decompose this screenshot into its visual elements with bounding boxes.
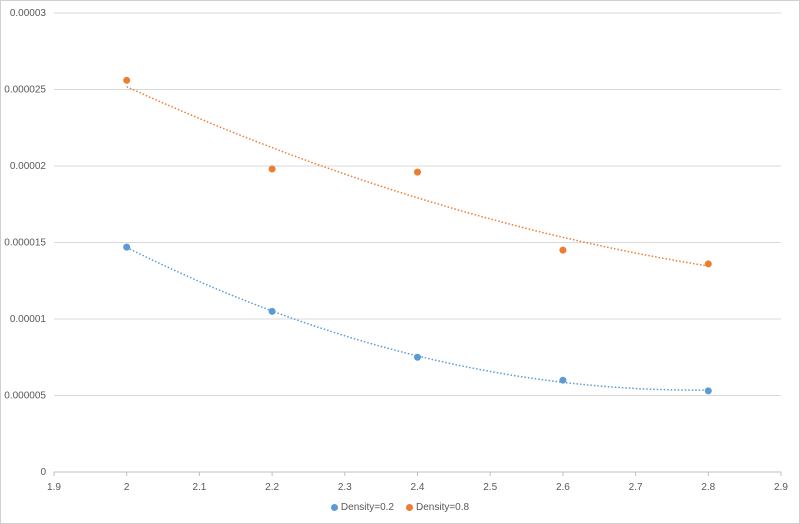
legend-label-series-1: Density=0.2 [340,502,394,513]
axes [53,471,782,476]
legend-marker-series-1 [330,504,338,511]
x-tick-label: 2.7 [629,482,643,493]
x-tick-label: 2.2 [265,482,279,493]
x-tick-label: 2.6 [556,482,570,493]
x-tick-label: 2.8 [701,482,715,493]
y-tick-label: 0.00002 [10,161,47,172]
legend-item-series-2[interactable]: Density=0.8 [406,502,469,513]
x-tick-label: 2.5 [483,482,497,493]
data-point-series-1[interactable] [414,353,421,361]
data-point-series-2[interactable] [123,76,131,84]
y-tick-label: 0.000015 [4,238,46,249]
y-axis-tick-labels: 0 0.000005 0.00001 0.000015 0.00002 0.000025 0… [4,8,46,478]
y-tick-label: 0.000005 [4,391,46,402]
data-point-series-1[interactable] [268,307,276,315]
x-axis-tick-labels: 1.9 2 2.1 2.2 2.3 2.4 2.5 2.6 2.7 2.8 2.9 [47,482,788,493]
x-tick-label: 2.3 [338,482,352,493]
y-tick-label: 0.000025 [4,85,46,96]
y-tick-label: 0.00003 [10,8,47,19]
legend-label-series-2: Density=0.8 [416,502,470,513]
y-tick-label: 0 [40,467,46,478]
data-point-series-2[interactable] [414,168,421,176]
trendline-series-2 [126,86,709,267]
data-point-series-1[interactable] [704,387,712,395]
x-tick-label: 1.9 [47,482,61,493]
trendline-series-1 [126,246,709,391]
data-points [123,76,712,395]
data-point-series-1[interactable] [559,376,567,384]
x-tick-label: 2.1 [192,482,206,493]
data-point-series-2[interactable] [559,246,567,254]
data-point-series-2[interactable] [268,165,276,173]
legend: Density=0.2 Density=0.8 [0,502,800,513]
x-tick-label: 2.9 [774,482,788,493]
y-tick-label: 0.00001 [10,314,47,325]
x-tick-label: 2 [124,482,130,493]
x-tick-label: 2.4 [411,482,425,493]
legend-marker-series-2 [406,504,413,511]
data-point-series-1[interactable] [123,243,131,251]
gridlines [54,12,781,473]
trendlines [126,86,709,391]
legend-item-series-1[interactable]: Density=0.2 [330,502,394,513]
data-point-series-2[interactable] [704,260,712,268]
